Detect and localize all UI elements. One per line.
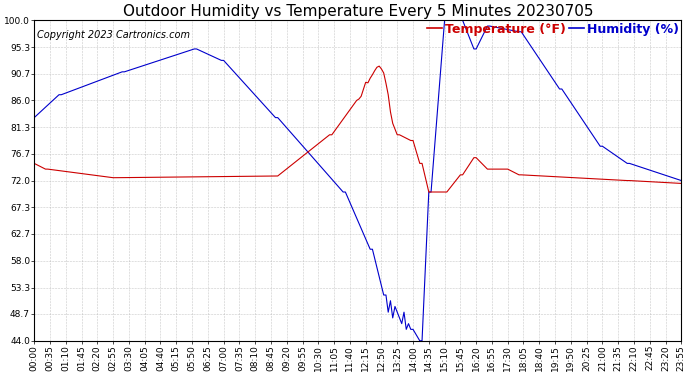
Legend: Temperature (°F), Humidity (%): Temperature (°F), Humidity (%) <box>427 23 679 36</box>
Text: Copyright 2023 Cartronics.com: Copyright 2023 Cartronics.com <box>37 30 190 40</box>
Title: Outdoor Humidity vs Temperature Every 5 Minutes 20230705: Outdoor Humidity vs Temperature Every 5 … <box>123 4 593 19</box>
